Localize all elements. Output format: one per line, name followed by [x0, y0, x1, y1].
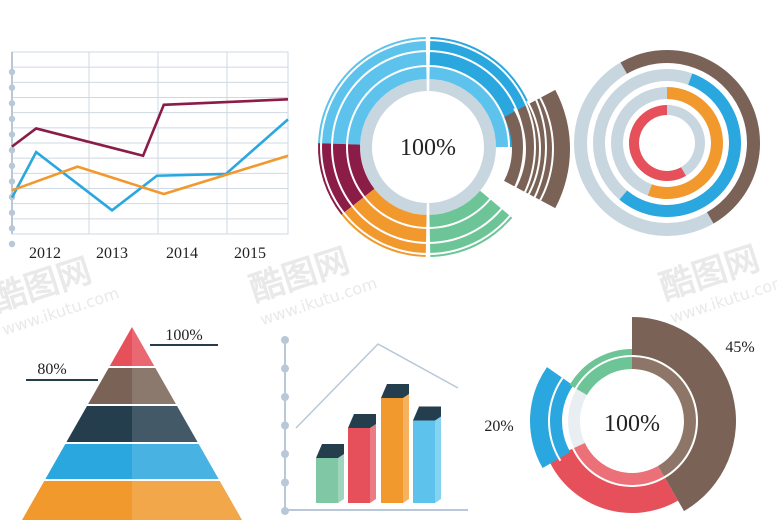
pyramid-layer	[66, 406, 198, 442]
axis-dot	[281, 450, 289, 458]
axis-dot	[8, 240, 16, 248]
pyramid-layer-shade	[132, 444, 219, 479]
donut-segment	[548, 448, 678, 513]
donut-segment	[530, 367, 574, 468]
bar	[413, 420, 435, 503]
pyramid-layer-shade	[132, 327, 155, 366]
ring-arc	[619, 73, 741, 218]
donut-hole	[582, 371, 682, 471]
donut-segment	[632, 317, 737, 512]
pyramid-layer	[22, 481, 242, 520]
axis-dot	[8, 115, 16, 123]
ring-divider	[513, 108, 526, 190]
axis-dot	[8, 209, 16, 216]
trend-roof	[295, 343, 459, 429]
pyramid-label: 100%	[165, 327, 202, 344]
axis-dot	[281, 393, 289, 401]
axis-dot	[281, 421, 289, 430]
bar-top	[348, 414, 376, 428]
bar	[316, 458, 338, 503]
axis-dot	[281, 364, 289, 373]
pyramid-label: 80%	[37, 361, 66, 378]
donut-segment	[573, 442, 664, 486]
concentric-ring-chart	[574, 49, 760, 236]
ring-arc	[629, 105, 686, 181]
ring-divider	[548, 375, 565, 462]
bar	[381, 398, 403, 503]
pyramid-layer	[109, 327, 155, 366]
axis-dot	[8, 68, 16, 76]
bar-side	[435, 416, 441, 503]
axis-dot	[281, 478, 289, 487]
bar	[348, 428, 370, 503]
segment-label: 20%	[484, 418, 513, 435]
x-tick-label: 2015	[234, 245, 266, 262]
axis-dot	[8, 225, 16, 232]
ring-segment	[318, 37, 428, 145]
ring-divider	[537, 94, 554, 204]
bar-top	[316, 444, 344, 458]
segmented-ring-chart: 100%	[309, 28, 570, 267]
axis-dot	[8, 146, 16, 154]
bar-top	[381, 384, 409, 398]
axis-dot	[8, 162, 16, 170]
ring-gap	[425, 200, 431, 260]
axis-dot	[281, 336, 289, 344]
pyramid-chart: 100% 80%	[22, 327, 242, 520]
axis-dot	[8, 131, 16, 138]
x-tick-label: 2012	[29, 245, 61, 262]
series-line	[10, 118, 289, 212]
ring-segment	[428, 65, 510, 147]
pyramid-layer-shade	[132, 481, 242, 520]
donut-chart: 100% 45% 20%	[484, 317, 755, 513]
ring-arc	[647, 87, 723, 199]
ring-divider	[526, 100, 541, 198]
bar-side	[338, 454, 344, 503]
series-line	[11, 154, 289, 196]
center-label: 100%	[604, 411, 660, 437]
axis-dot	[8, 100, 16, 107]
ring-segment	[428, 190, 513, 257]
ring-gap	[425, 35, 431, 94]
ring-background	[639, 115, 695, 171]
bar-top	[413, 406, 441, 421]
bar-side	[403, 394, 409, 503]
axis-dot	[8, 84, 16, 91]
bar-side	[370, 424, 376, 503]
axis-dot	[8, 178, 16, 185]
x-tick-label: 2013	[96, 245, 128, 262]
donut-segment	[569, 349, 632, 395]
donut-segment	[632, 357, 697, 477]
pyramid-layer	[88, 368, 176, 404]
series-line	[11, 98, 289, 158]
pyramid-layer-shade	[132, 368, 176, 404]
3d-bar-chart	[281, 336, 468, 515]
center-label: 100%	[400, 135, 456, 161]
x-tick-label: 2014	[166, 245, 198, 262]
pyramid-layer-shade	[132, 406, 198, 442]
ring-arc	[620, 49, 760, 224]
line-chart: 2012 2013 2014 2015	[8, 51, 289, 262]
segment-label: 45%	[725, 339, 754, 356]
axis-dot	[281, 507, 289, 515]
pyramid-layer	[45, 444, 219, 479]
